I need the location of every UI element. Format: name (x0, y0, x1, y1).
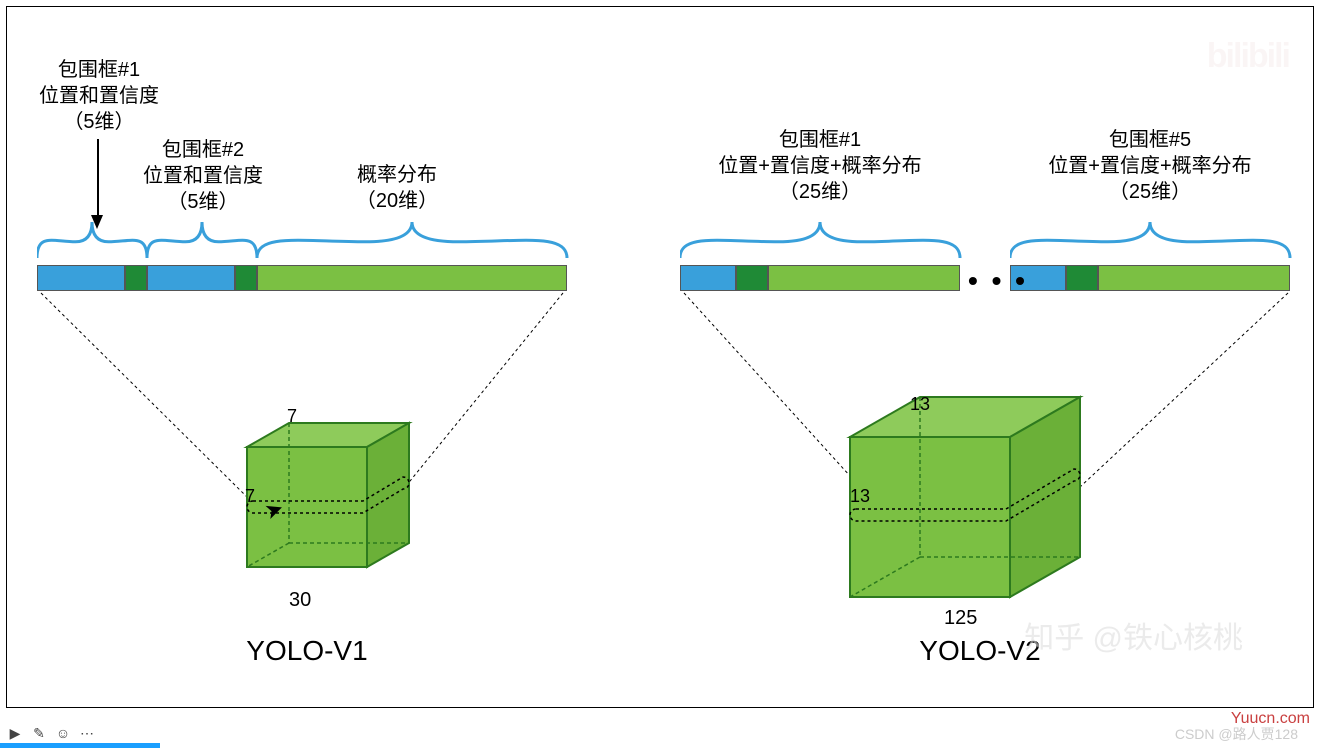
v1-cube (227, 407, 427, 607)
scrollbar[interactable] (0, 743, 160, 748)
v1-cube-h: 7 (245, 485, 255, 508)
v1-cube-w: 7 (287, 405, 297, 428)
more-icon[interactable]: ⋯ (78, 724, 96, 742)
v1-cube-d: 30 (289, 587, 311, 613)
smile-icon[interactable]: ☺ (54, 724, 72, 742)
yolo-v2-panel: 包围框#1 位置+置信度+概率分布 （25维） 包围框#5 位置+置信度+概率分… (660, 7, 1313, 707)
watermark-bili: bilibili (1207, 37, 1289, 76)
v2-cube-w: 13 (910, 393, 930, 416)
diagram-container: 包围框#1 位置和置信度 （5维） 包围框#2 位置和置信度 （5维） 概率分布… (6, 6, 1314, 708)
v2-cube (830, 387, 1110, 617)
edit-icon[interactable]: ✎ (30, 724, 48, 742)
v2-cube-h: 13 (850, 485, 870, 508)
toolbar: ▶ ✎ ☺ ⋯ (6, 724, 96, 742)
yolo-v1-panel: 包围框#1 位置和置信度 （5维） 包围框#2 位置和置信度 （5维） 概率分布… (7, 7, 660, 707)
watermark-zhihu: 知乎 @铁心核桃 (1024, 613, 1243, 657)
v1-title: YOLO-V1 (207, 635, 407, 667)
v2-cube-d: 125 (944, 605, 977, 631)
play-icon[interactable]: ▶ (6, 724, 24, 742)
watermark-csdn: CSDN @路人贾128 (1175, 724, 1298, 744)
